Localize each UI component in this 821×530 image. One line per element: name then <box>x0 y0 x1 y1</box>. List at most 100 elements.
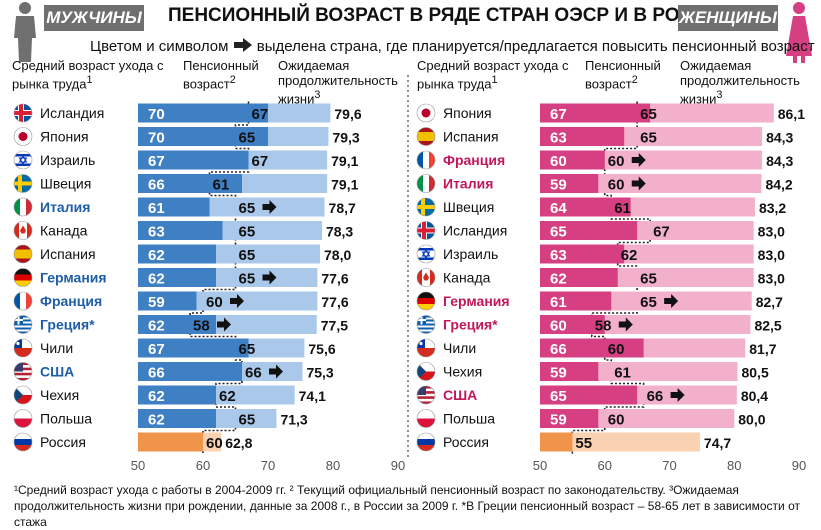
country-label: Исландия <box>443 223 507 239</box>
flag-spain-icon <box>417 127 435 146</box>
legend-note: Цветом и символом выделена страна, где п… <box>90 38 815 55</box>
exit-age-bar <box>540 127 625 146</box>
exit-age-label: 60 <box>550 153 567 170</box>
pension-age-label: 58 <box>595 318 612 335</box>
life-expectancy-label: 84,3 <box>766 130 793 146</box>
table-row: Греция* 62 58 77,5 <box>13 315 348 335</box>
flag-chile-icon <box>14 339 32 357</box>
pension-age-label: 62 <box>621 247 638 264</box>
exit-age-bar <box>138 221 223 240</box>
flag-sweden-icon <box>417 198 435 216</box>
exit-age-label: 62 <box>550 271 567 288</box>
table-row: Франция 60 60 84,3 <box>416 150 794 170</box>
country-label: Франция <box>443 152 505 168</box>
exit-age-bar <box>540 244 625 264</box>
exit-age-bar <box>138 127 268 146</box>
life-expectancy-label: 74,7 <box>704 435 731 451</box>
exit-age-label: 61 <box>550 294 567 311</box>
table-row: Чили 67 65 75,6 <box>13 338 336 358</box>
flag-usa-icon <box>14 362 32 381</box>
exit-age-label: 59 <box>148 294 165 311</box>
pension-age-label: 65 <box>239 200 256 217</box>
table-row: Израиль 63 62 83,0 <box>416 244 785 264</box>
flag-poland-icon <box>14 409 32 428</box>
header-pension-age-women: Пенсионный возраст2 <box>585 58 661 92</box>
exit-age-label: 62 <box>148 247 165 264</box>
table-row: Япония 70 65 79,3 <box>13 127 360 147</box>
country-label: Израиль <box>40 152 95 168</box>
pension-age-label: 60 <box>608 177 625 194</box>
pension-age-label: 61 <box>614 365 631 382</box>
country-label: Россия <box>40 434 86 450</box>
life-expectancy-label: 74,1 <box>299 388 326 404</box>
women-badge: ЖЕНЩИНЫ <box>678 5 778 31</box>
exit-age-bar <box>138 197 210 217</box>
pension-age-label: 60 <box>608 153 625 170</box>
country-label: США <box>443 387 477 403</box>
exit-age-bar <box>138 409 216 428</box>
exit-age-label: 59 <box>550 177 567 194</box>
flag-poland-icon <box>417 409 435 428</box>
raise-arrow-icon <box>217 317 231 332</box>
flag-sweden-icon <box>14 174 32 193</box>
flag-czech-icon <box>417 362 435 381</box>
table-row: Италия 61 65 78,7 <box>13 197 356 217</box>
life-expectancy-label: 79,6 <box>334 106 361 122</box>
pension-age-label: 65 <box>239 412 256 429</box>
exit-age-bar <box>138 338 249 358</box>
life-expectancy-label: 77,5 <box>321 318 348 334</box>
exit-age-bar <box>138 385 216 405</box>
table-row: Исландия 65 67 83,0 <box>416 221 785 241</box>
pension-age-label: 65 <box>239 271 256 288</box>
table-row: Израиль 67 67 79,1 <box>13 150 359 170</box>
life-expectancy-label: 83,0 <box>758 224 785 240</box>
life-expectancy-label: 77,6 <box>321 271 348 287</box>
pension-age-label: 65 <box>640 271 657 288</box>
pension-age-label: 66 <box>245 365 262 382</box>
exit-age-label: 63 <box>550 247 567 264</box>
table-row: Франция 59 60 77,6 <box>13 291 349 311</box>
life-expectancy-label: 75,6 <box>308 341 335 357</box>
x-tick-label: 90 <box>792 458 806 473</box>
exit-age-label: 67 <box>148 341 165 358</box>
pension-age-label: 67 <box>252 106 269 123</box>
exit-age-bar <box>138 315 216 334</box>
raise-arrow-icon <box>262 270 277 285</box>
exit-age-label: 63 <box>550 130 567 147</box>
raise-arrow-icon <box>631 153 646 167</box>
life-expectancy-label: 83,2 <box>759 200 786 216</box>
table-row: Чили 66 60 81,7 <box>416 338 777 358</box>
country-label: Греция* <box>443 317 498 333</box>
flag-italy-icon <box>14 198 32 216</box>
pension-age-label: 65 <box>239 130 256 147</box>
legend-note-end: выделена страна, где планируется/предлаг… <box>256 38 815 55</box>
country-label: Исландия <box>40 105 104 121</box>
exit-age-label: 62 <box>148 388 165 405</box>
pension-age-label: 65 <box>640 106 657 123</box>
raise-arrow-icon <box>670 388 685 402</box>
flag-israel-icon <box>417 245 435 263</box>
pension-age-label: 58 <box>193 318 210 335</box>
flag-france-icon <box>417 151 435 169</box>
table-row: Россия 60 62,8 <box>13 432 253 452</box>
life-expectancy-label: 75,3 <box>306 365 333 381</box>
men-badge: МУЖЧИНЫ <box>44 5 144 31</box>
exit-age-bar <box>540 385 638 405</box>
x-tick-label: 60 <box>598 458 612 473</box>
flag-israel-icon <box>14 151 32 169</box>
raise-arrow-icon <box>230 294 244 308</box>
flag-germany-icon <box>14 268 32 287</box>
flag-france-icon <box>14 292 32 310</box>
exit-age-bar <box>540 315 605 334</box>
exit-age-label: 63 <box>148 224 165 241</box>
raise-arrow-icon <box>233 38 252 52</box>
exit-age-label: 60 <box>550 318 567 335</box>
table-row: Польша 62 65 71,3 <box>13 409 308 429</box>
exit-age-bar <box>138 103 268 123</box>
flag-czech-icon <box>14 386 32 404</box>
country-label: Швеция <box>443 199 494 215</box>
life-expectancy-label: 78,7 <box>329 200 356 216</box>
pension-age-label: 61 <box>614 200 631 217</box>
country-label: Германия <box>443 293 510 309</box>
